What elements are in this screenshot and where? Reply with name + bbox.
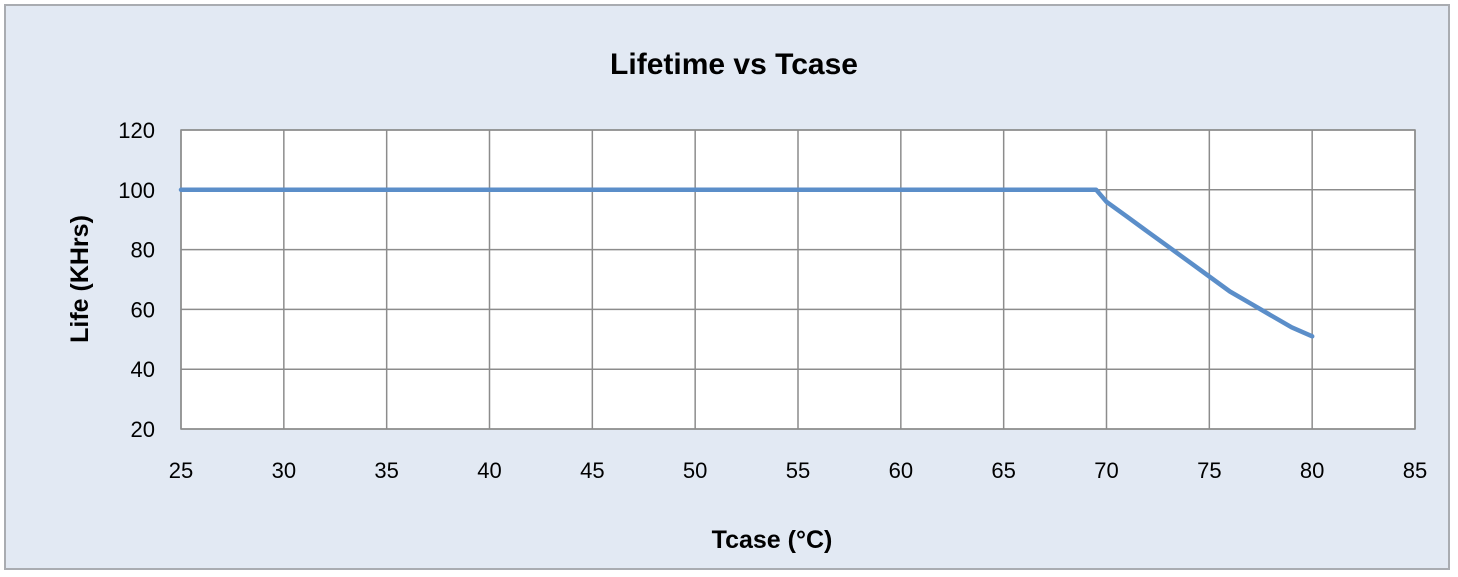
series-group [178,187,1315,339]
x-tick-label: 65 [991,458,1015,483]
x-tick-label: 40 [477,458,501,483]
y-axis-ticks: 20 40 60 80 100 120 [118,118,155,442]
x-tick-label: 70 [1094,458,1118,483]
x-tick-label: 50 [683,458,707,483]
x-tick-label: 85 [1403,458,1427,483]
y-tick-label: 100 [118,178,155,203]
x-tick-label: 35 [374,458,398,483]
chart-frame: Lifetime vs Tcase 20 40 60 80 100 120 25 30 35 4… [4,4,1450,570]
x-tick-label: 25 [169,458,193,483]
x-tick-label: 75 [1197,458,1221,483]
x-tick-label: 55 [786,458,810,483]
y-tick-label: 20 [131,417,155,442]
y-tick-label: 60 [131,297,155,322]
chart-svg: Lifetime vs Tcase 20 40 60 80 100 120 25 30 35 4… [66,48,1427,554]
y-tick-label: 40 [131,357,155,382]
x-tick-label: 60 [889,458,913,483]
x-axis-ticks: 25 30 35 40 45 50 55 60 65 70 75 80 85 [169,458,1427,483]
x-tick-label: 45 [580,458,604,483]
series-line [178,187,1315,339]
y-axis-title: Life (KHrs) [66,215,94,343]
x-axis-title: Tcase (°C) [712,526,833,554]
x-tick-label: 30 [272,458,296,483]
y-tick-label: 120 [118,118,155,143]
chart-title: Lifetime vs Tcase [610,48,858,81]
y-tick-label: 80 [131,238,155,263]
x-tick-label: 80 [1300,458,1324,483]
